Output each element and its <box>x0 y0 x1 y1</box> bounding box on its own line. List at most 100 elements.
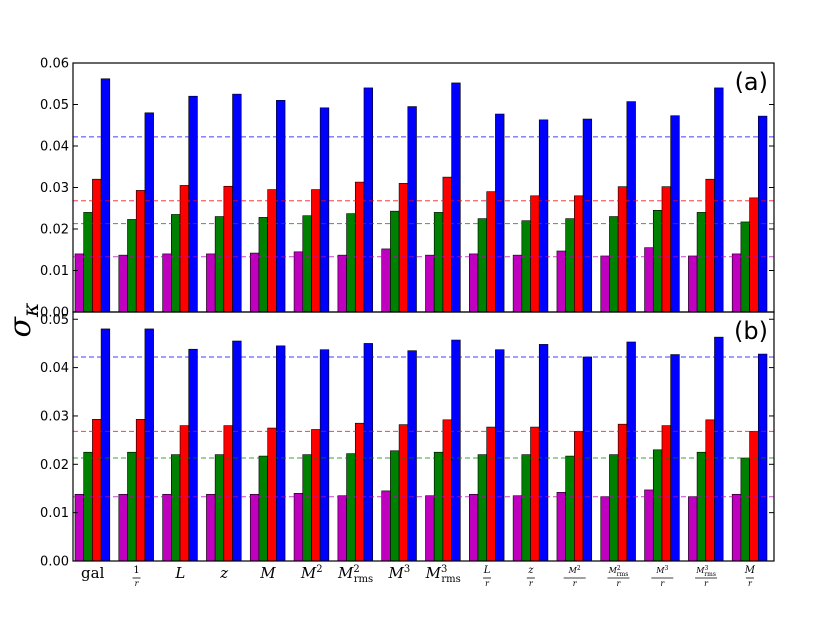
bar <box>486 426 496 562</box>
fraction-denominator: r <box>660 579 665 588</box>
bar <box>495 113 505 313</box>
bar <box>188 95 198 313</box>
ytick-label: 0.00 <box>40 555 69 570</box>
bar <box>311 429 321 562</box>
bar <box>609 216 619 313</box>
bar <box>162 493 172 562</box>
category-label: M3 rms <box>425 564 461 585</box>
ytick-label: 0.02 <box>40 458 69 473</box>
fraction-numerator: M2 <box>568 565 581 575</box>
bar <box>267 189 277 313</box>
bar <box>757 115 768 313</box>
bar <box>390 450 400 562</box>
ytick-label: 0.04 <box>40 140 69 155</box>
bar <box>171 214 181 313</box>
bar <box>83 451 93 562</box>
bar <box>556 492 566 562</box>
bar <box>92 178 102 313</box>
bar <box>626 341 636 562</box>
bar <box>144 328 154 562</box>
bar <box>354 181 365 313</box>
bar <box>74 493 84 562</box>
fraction-denominator: r <box>529 579 534 588</box>
bar <box>100 328 111 562</box>
bar <box>267 427 277 562</box>
bar <box>258 455 268 562</box>
bar <box>232 93 242 313</box>
category-text: M3 rms <box>425 564 461 585</box>
bar <box>407 350 417 562</box>
bar <box>319 107 330 313</box>
bar <box>530 195 540 313</box>
bar <box>214 454 225 562</box>
bar <box>617 186 628 313</box>
bar <box>354 422 365 562</box>
category-text: z <box>219 564 228 582</box>
bar <box>495 349 505 562</box>
bar <box>688 496 698 562</box>
category-label: M3 r <box>651 565 674 588</box>
ytick-label: 0.04 <box>40 361 69 376</box>
bar <box>346 453 356 562</box>
bar <box>617 423 628 562</box>
bar <box>127 219 137 313</box>
bar <box>293 493 304 562</box>
fraction-denominator: r <box>573 579 578 588</box>
bar <box>363 343 373 562</box>
ytick-label: 0.05 <box>40 313 69 328</box>
fraction-denominator: r <box>704 579 709 588</box>
bar <box>688 255 698 313</box>
fraction-denominator: r <box>617 579 622 588</box>
bar <box>644 247 654 313</box>
series-2 <box>92 176 759 313</box>
bar <box>512 495 523 562</box>
bar <box>696 212 707 313</box>
bar <box>135 190 146 313</box>
fraction-numerator: L <box>483 565 491 576</box>
fraction-denominator: r <box>485 579 490 588</box>
bar <box>276 100 286 313</box>
bar <box>538 119 549 313</box>
bar <box>644 489 654 562</box>
category-label: gal <box>81 564 105 582</box>
bar <box>179 425 190 562</box>
bar <box>258 217 268 313</box>
bar <box>214 216 225 313</box>
bar <box>705 419 715 562</box>
bar <box>469 253 479 313</box>
category-label: zr <box>526 565 535 588</box>
bar <box>127 451 137 562</box>
bar <box>652 449 663 562</box>
fraction-numerator: M3 rms <box>695 565 716 578</box>
ytick-label: 0.03 <box>40 409 69 424</box>
bar <box>223 185 233 313</box>
fraction-numerator: M <box>744 565 756 576</box>
bar <box>661 186 671 313</box>
bar <box>469 493 479 562</box>
category-label: L <box>174 564 185 582</box>
bar <box>425 495 435 562</box>
category-text: gal <box>81 564 105 582</box>
bar <box>249 493 260 562</box>
panels-layer: 0.000.010.020.030.040.050.06(a)0.000.010… <box>40 57 775 570</box>
bar <box>486 191 496 313</box>
bar <box>538 344 549 562</box>
bar <box>512 254 523 313</box>
bar <box>74 253 84 313</box>
bar <box>425 254 435 313</box>
category-label: z <box>219 564 228 582</box>
bar <box>582 118 593 313</box>
bar <box>118 254 128 313</box>
bar <box>565 218 575 313</box>
bar <box>302 454 312 562</box>
bar <box>661 425 671 562</box>
bar <box>521 220 531 313</box>
axes-frame <box>72 311 775 562</box>
category-label: 1r <box>132 565 141 588</box>
fraction-numerator: M2 rms <box>608 565 629 578</box>
bar <box>626 101 636 313</box>
bar <box>740 457 750 562</box>
panel-a: 0.00 0.01 0.02 0.03 0.04 0.05 0.06 (a) <box>40 57 775 321</box>
